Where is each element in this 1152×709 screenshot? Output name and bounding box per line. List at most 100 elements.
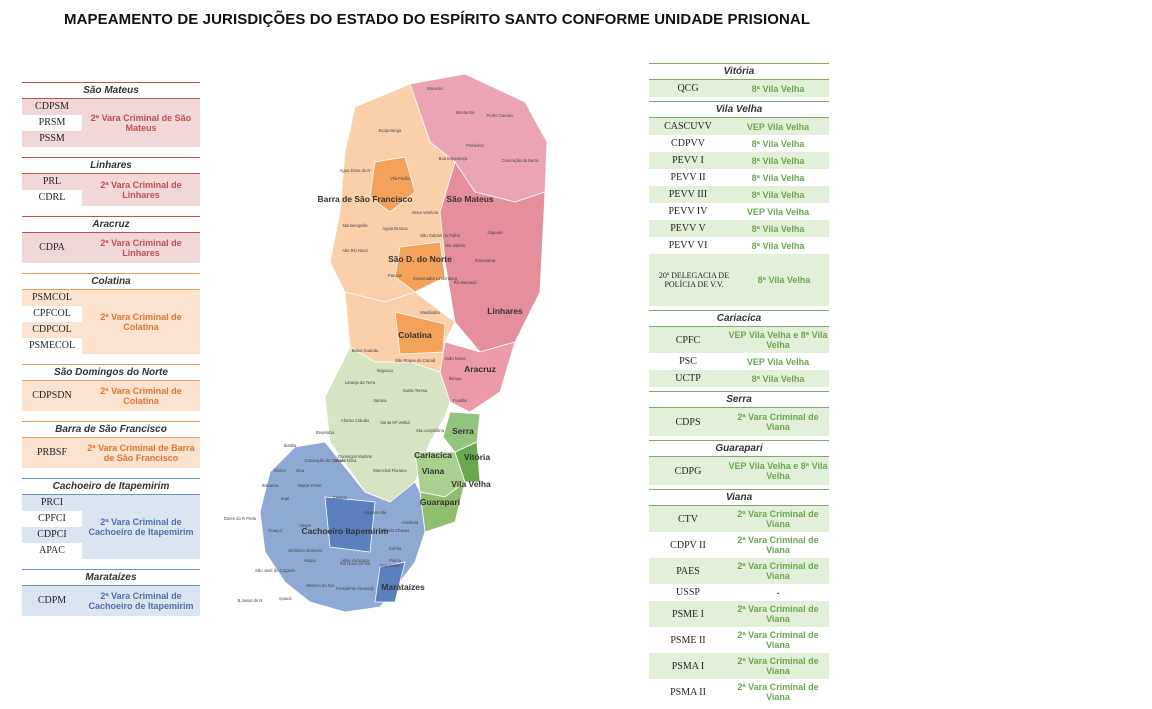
table-row: PEVV I 8ª Vila Velha bbox=[649, 152, 829, 169]
court-name: VEP Vila Velha e 8ª Vila Velha bbox=[728, 330, 828, 350]
map-municipality-label: Santa Teresa bbox=[403, 388, 428, 393]
map-region-label: Vila Velha bbox=[451, 479, 491, 489]
map-municipality-label: Dores do R Preto bbox=[224, 516, 257, 521]
unit-code: PAES bbox=[676, 565, 700, 577]
court-name: 2ª Vara Criminal de Viana bbox=[737, 630, 819, 650]
unit-code: PEVV IV bbox=[668, 206, 708, 217]
unit-code: CASCUVV bbox=[664, 121, 712, 132]
jurisdiction-group: São Mateus CDPSM PRSM PSSM 2ª Vara Criminal … bbox=[22, 82, 200, 147]
court-name: - bbox=[776, 587, 780, 598]
map-municipality-label: Rio Bananal bbox=[454, 280, 477, 285]
jurisdiction-group: Viana CTV 2ª Vara Criminal de Viana CDPV II… bbox=[649, 489, 829, 705]
map-municipality-label: Boa Esperança bbox=[439, 156, 468, 161]
court-name: 2ª Vara Criminal de São Mateus bbox=[90, 113, 192, 133]
group-heading: São Mateus bbox=[22, 82, 200, 99]
unit-code: CTV bbox=[678, 513, 698, 525]
map-region-label: Serra bbox=[452, 426, 474, 436]
map-region-label: Barra de São Francisco bbox=[318, 194, 413, 204]
table-row: PEVV V 8ª Vila Velha bbox=[649, 220, 829, 237]
map-municipality-label: Sta Leopoldina bbox=[416, 428, 445, 433]
court-name: 8ª Vila Velha bbox=[757, 275, 811, 285]
map-region-label: Viana bbox=[422, 466, 445, 476]
map-municipality-label: Irupi bbox=[281, 496, 289, 501]
unit-code: CDPA bbox=[22, 233, 82, 263]
unit-code: PEVV I bbox=[672, 155, 704, 166]
table-row: CDPS 2ª Vara Criminal de Viana bbox=[649, 408, 829, 436]
court-name: 8ª Vila Velha bbox=[751, 155, 805, 166]
map-municipality-label: Ibiraçu bbox=[449, 376, 462, 381]
map-municipality-label: Mimoso do Sul bbox=[306, 583, 334, 588]
group-heading: Viana bbox=[649, 489, 829, 506]
map-municipality-label: Vila Valério bbox=[445, 243, 466, 248]
unit-code: CDPS bbox=[675, 416, 701, 428]
map-municipality-label: Itapemirim bbox=[380, 563, 400, 568]
group-heading: Barra de São Francisco bbox=[22, 421, 200, 438]
table-row: USSP - bbox=[649, 584, 829, 601]
map-municipality-label: Divino bbox=[274, 468, 286, 473]
jurisdiction-group: Cariacica CPFC VEP Vila Velha e 8ª Vila Ve… bbox=[649, 310, 829, 387]
map-municipality-label: Marilândia bbox=[420, 310, 440, 315]
map-municipality-label: Mantenópolis bbox=[343, 223, 368, 228]
table-row: PEVV IV VEP Vila Velha bbox=[649, 203, 829, 220]
map-region-label: Cachoeiro Itapemirim bbox=[302, 526, 389, 536]
court-name: 2ª Vara Criminal de Linhares bbox=[100, 238, 182, 258]
table-row: PEVV VI 8ª Vila Velha bbox=[649, 237, 829, 254]
group-heading: São Domingos do Norte bbox=[22, 364, 200, 381]
court-name: 8ª Vila Velha bbox=[751, 189, 805, 200]
unit-code: USSP bbox=[676, 587, 700, 598]
unit-code: CDPSDN bbox=[22, 381, 82, 411]
table-row: CDPVV 8ª Vila Velha bbox=[649, 135, 829, 152]
unit-code: PSME II bbox=[670, 634, 706, 646]
group-heading: Marataízes bbox=[22, 569, 200, 586]
table-row: CDPG VEP Vila Velha e 8ª Vila Velha bbox=[649, 457, 829, 485]
page-title: MAPEAMENTO DE JURISDIÇÕES DO ESTADO DO E… bbox=[64, 11, 811, 28]
map-municipality-label: Vila Pavão bbox=[390, 176, 411, 181]
map-municipality-label: B.Jesus do N bbox=[238, 598, 263, 603]
unit-code: 20ª DELEGACIA DE POLÍCIA DE V.V. bbox=[658, 271, 730, 289]
group-heading: Serra bbox=[649, 391, 829, 408]
map-municipality-label: Ibitirama bbox=[262, 483, 279, 488]
map-municipality-label: São José do Calçado bbox=[255, 568, 295, 573]
unit-code: CDPCI bbox=[22, 527, 82, 543]
court-name: 2ª Vara Criminal de Colatina bbox=[100, 312, 182, 332]
map-municipality-label: Atílio Vivácqua bbox=[341, 558, 369, 563]
map-municipality-label: Vargem Alta bbox=[364, 510, 387, 515]
map-municipality-label: Afonso Cláudio bbox=[341, 418, 370, 423]
jurisdiction-group: Barra de São Francisco PRBSF 2ª Vara Crimi… bbox=[22, 421, 200, 468]
map-municipality-label: Mucurici bbox=[427, 86, 443, 91]
unit-code: UCTP bbox=[675, 373, 701, 384]
map-municipality-label: Itaguaçu bbox=[377, 368, 394, 373]
group-heading: Cachoeiro de Itapemirim bbox=[22, 478, 200, 495]
table-row: QCG 8ª Vila Velha bbox=[649, 80, 829, 97]
map-region-label: Vitória bbox=[464, 452, 491, 462]
unit-code: CDPM bbox=[22, 586, 82, 616]
court-name: 2ª Vara Criminal de Viana bbox=[737, 656, 819, 676]
jurisdiction-group: Vitória QCG 8ª Vila Velha bbox=[649, 63, 829, 97]
region-vila-velha bbox=[454, 441, 481, 483]
table-row: PSMA II 2ª Vara Criminal de Viana bbox=[649, 679, 829, 705]
unit-code: PEVV VI bbox=[668, 240, 708, 251]
court-name: VEP Vila Velha bbox=[746, 121, 810, 132]
jurisdiction-group: Aracruz CDPA 2ª Vara Criminal de Linhares bbox=[22, 216, 200, 263]
map-municipality-label: Alfredo Chaves bbox=[381, 528, 410, 533]
jurisdiction-group: Guarapari CDPG VEP Vila Velha e 8ª Vila Ve… bbox=[649, 440, 829, 485]
unit-code: PSC bbox=[679, 356, 697, 367]
unit-code: CDPSM bbox=[22, 99, 82, 115]
map-municipality-label: Itarana bbox=[373, 398, 387, 403]
map-municipality-label: Conceição do Castelo bbox=[305, 458, 347, 463]
map-municipality-label: Fundão bbox=[453, 398, 468, 403]
unit-code: PSMCOL bbox=[22, 290, 82, 306]
court-name: 8ª Vila Velha bbox=[751, 240, 805, 251]
unit-code: CDPG bbox=[674, 465, 702, 477]
map-municipality-label: Iúna bbox=[296, 468, 305, 473]
map-region-label: Linhares bbox=[487, 306, 523, 316]
court-name: 2ª Vara Criminal de Viana bbox=[737, 535, 819, 555]
map-municipality-label: Alegre bbox=[299, 523, 312, 528]
map-municipality-label: João Neiva bbox=[445, 356, 467, 361]
unit-code: PSMA I bbox=[671, 660, 705, 672]
court-name: 8ª Vila Velha bbox=[751, 373, 805, 384]
jurisdiction-group: Vila Velha CASCUVV VEP Vila Velha CDPVV 8ª V… bbox=[649, 101, 829, 306]
unit-code: CDPVV bbox=[671, 138, 705, 149]
table-row: PSME II 2ª Vara Criminal de Viana bbox=[649, 627, 829, 653]
group-heading: Colatina bbox=[22, 273, 200, 290]
